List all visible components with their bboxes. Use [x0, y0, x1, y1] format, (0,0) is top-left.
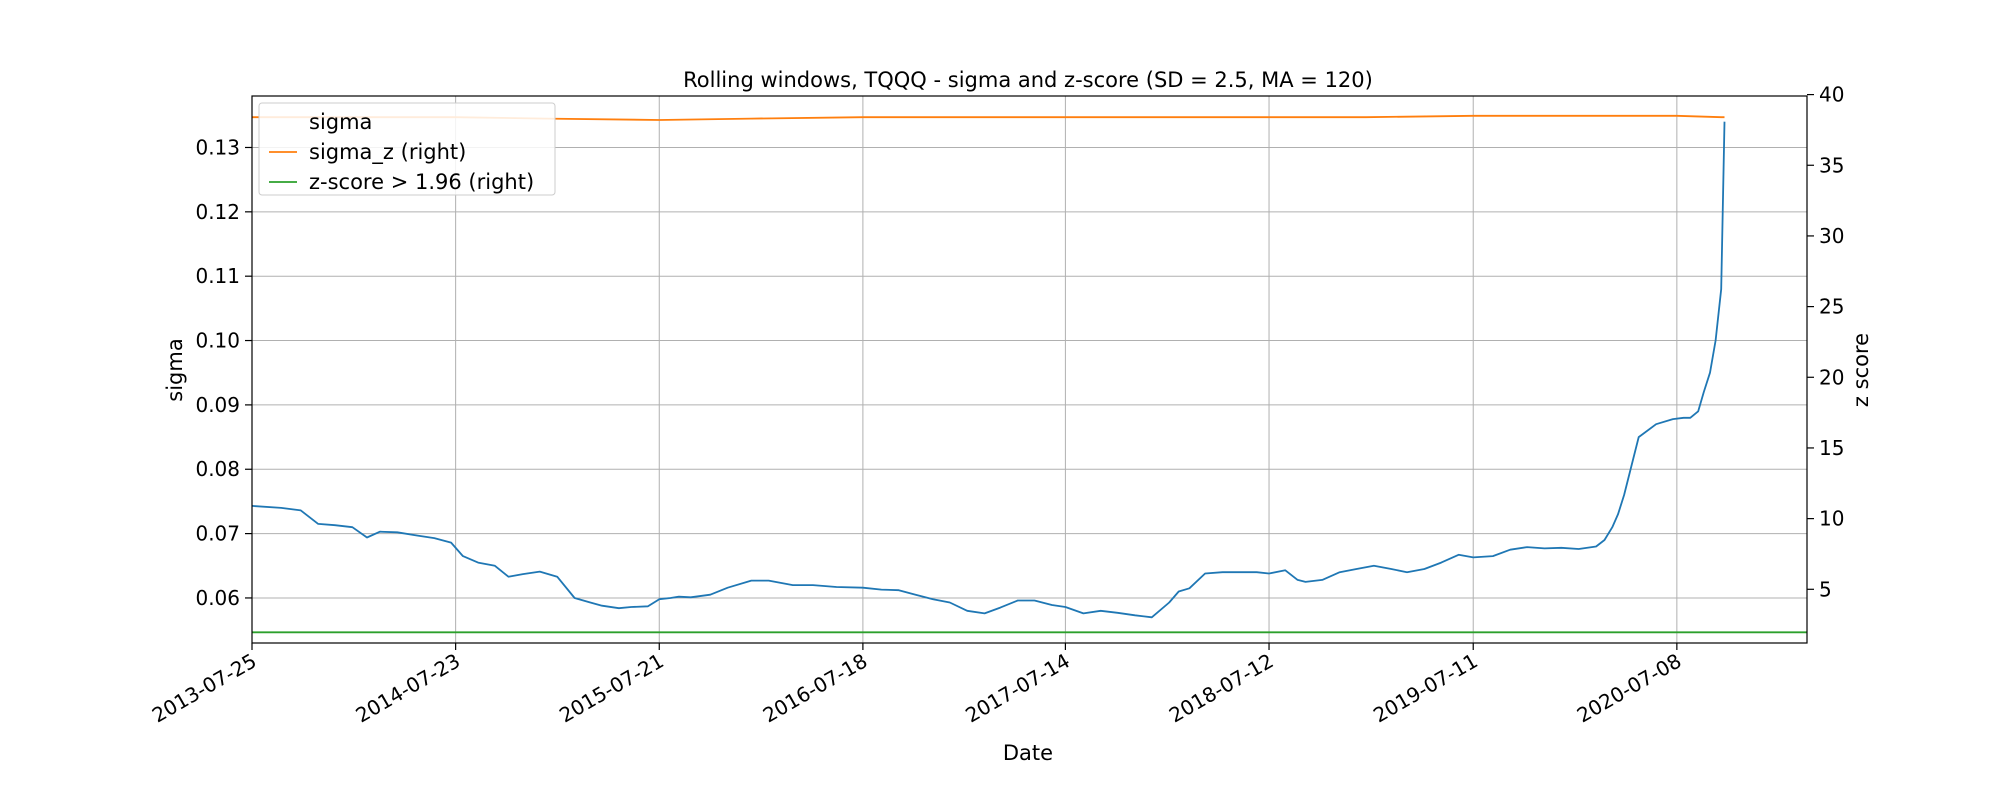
y-right-tick-label: 20 [1819, 365, 1844, 389]
chart-title: Rolling windows, TQQQ - sigma and z-scor… [683, 68, 1373, 92]
y-axis-label: sigma [163, 338, 187, 401]
y-tick-label: 0.08 [195, 457, 240, 481]
series-line-0 [251, 121, 1726, 619]
y-right-tick-label: 35 [1819, 153, 1844, 177]
y-axis-ticks: 0.06 0.07 0.08 0.09 0.10 0.11 0.12 0.13 [195, 135, 252, 610]
legend: sigma sigma_z (right) z-score > 1.96 (righ… [258, 102, 556, 196]
y-tick-label: 0.06 [195, 586, 240, 610]
y-tick-label: 0.10 [195, 329, 240, 353]
y-tick-label: 0.09 [195, 393, 240, 417]
y-right-tick-label: 25 [1819, 295, 1844, 319]
legend-label-1: sigma_z (right) [309, 140, 466, 165]
y-right-tick-label: 10 [1819, 507, 1844, 531]
y-right-tick-label: 15 [1819, 436, 1844, 460]
y-right-tick-label: 5 [1819, 577, 1832, 601]
y-tick-label: 0.07 [195, 522, 240, 546]
y-tick-label: 0.11 [195, 264, 240, 288]
y-tick-label: 0.13 [195, 135, 240, 159]
y-right-axis-label: z score [1849, 333, 1873, 407]
y-right-tick-label: 40 [1819, 83, 1844, 107]
x-axis-label: Date [1003, 741, 1053, 765]
y-right-tick-label: 30 [1819, 224, 1844, 248]
plot-frame [251, 95, 1808, 644]
legend-box [258, 102, 556, 196]
legend-label-0: sigma [309, 110, 372, 134]
y-tick-label: 0.12 [195, 200, 240, 224]
legend-label-2: z-score > 1.96 (right) [309, 170, 534, 194]
y-right-axis-ticks: 5 10 15 20 25 30 35 40 [1807, 83, 1844, 601]
